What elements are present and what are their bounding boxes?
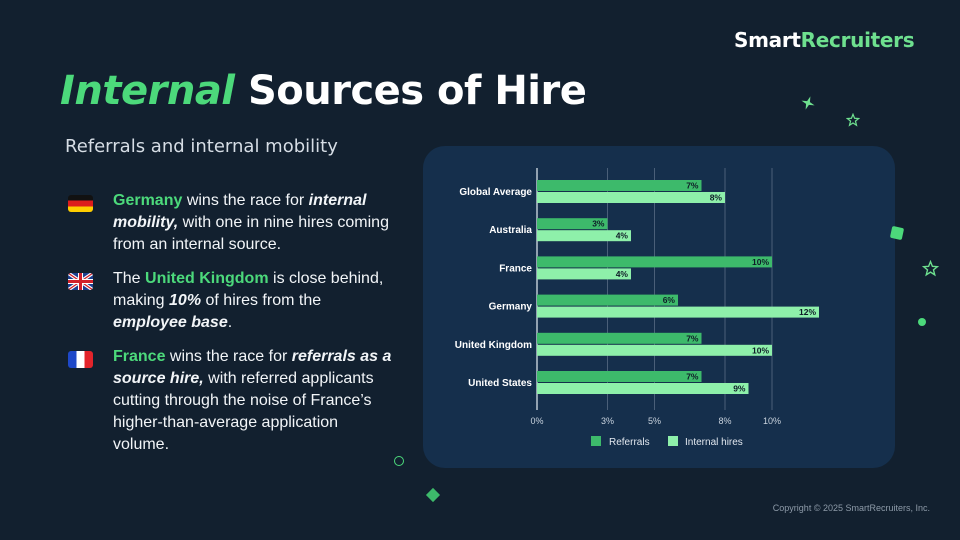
category-label: Global Average [459, 187, 532, 198]
germany-flag-icon [68, 195, 93, 212]
logo-smart-text: Smart [734, 28, 801, 52]
category-label: France [499, 263, 532, 274]
data-label: 10% [752, 345, 769, 355]
united-kingdom-flag-icon [68, 273, 93, 290]
data-label: 6% [663, 295, 676, 305]
data-label: 9% [733, 384, 746, 394]
insight-united-kingdom: The United Kingdom is close behind, maki… [64, 268, 394, 334]
insight-text: of hires from the [201, 292, 322, 309]
smartrecruiters-logo: SmartRecruiters [734, 28, 915, 52]
data-label: 3% [592, 219, 605, 229]
page-title: Internal Sources of Hire [60, 68, 587, 114]
square-shape-icon [889, 225, 905, 241]
dot-shape-icon [918, 318, 926, 326]
insight-highlight: Germany [113, 192, 183, 209]
sparkle-icon [801, 96, 815, 110]
referrals-bar [537, 218, 608, 230]
internal-hires-bar [537, 306, 819, 318]
insight-highlight: France [113, 348, 166, 365]
data-label: 4% [616, 269, 629, 279]
logo-recruiters-text: Recruiters [800, 28, 915, 52]
internal-hires-bar [537, 383, 749, 394]
category-label: Germany [489, 302, 533, 313]
insight-text: wins the race for [165, 348, 292, 365]
data-label: 10% [752, 257, 769, 267]
insight-france: France wins the race for referrals as a … [64, 346, 394, 456]
page-subtitle: Referrals and internal mobility [65, 136, 338, 157]
insight-highlight: United Kingdom [145, 270, 269, 287]
sources-of-hire-bar-chart: 0% 3% 5% 8% 10% Global Average 7% 8% Australia 3%… [455, 168, 819, 448]
insight-text: with one in nine hires coming from an in… [113, 214, 389, 253]
x-tick-label: 5% [648, 416, 661, 426]
insight-germany: Germany wins the race for internal mobil… [64, 190, 394, 256]
x-tick-label: 3% [601, 416, 614, 426]
x-tick-label: 0% [530, 416, 543, 426]
ring-shape-icon [394, 456, 404, 466]
title-rest: Sources of Hire [247, 68, 587, 114]
referrals-bar [537, 294, 678, 306]
internal-hires-bar [537, 192, 725, 203]
insight-text: with referred applicants cutting through… [113, 370, 374, 453]
copyright-notice: Copyright © 2025 SmartRecruiters, Inc. [772, 503, 930, 513]
chart-card: 0% 3% 5% 8% 10% Global Average 7% 8% Australia 3%… [423, 146, 895, 468]
title-accent: Internal [60, 68, 235, 114]
referrals-bar [537, 256, 772, 268]
data-label: 7% [686, 372, 699, 382]
data-label: 7% [686, 333, 699, 343]
internal-hires-bar [537, 268, 631, 280]
insight-text: The [113, 270, 146, 287]
referrals-bar [537, 332, 702, 344]
category-label: United States [468, 378, 532, 389]
referrals-bar [537, 371, 702, 382]
referrals-bar [537, 180, 702, 191]
france-flag-icon [68, 351, 93, 368]
star-outline-icon [922, 260, 939, 277]
internal-hires-bar [537, 230, 631, 242]
insight-text: is close behind, making [113, 270, 384, 309]
internal-hires-bar [537, 344, 772, 356]
star-outline-icon [846, 113, 860, 127]
insight-emphasis: referrals as a source hire, [113, 348, 392, 387]
data-label: 8% [710, 193, 723, 203]
data-label: 7% [686, 181, 699, 191]
x-tick-label: 8% [718, 416, 731, 426]
diamond-shape-icon [425, 487, 441, 503]
legend-internal-hires-label: Internal hires [685, 437, 743, 448]
x-tick-label: 10% [763, 416, 781, 426]
legend-internal-hires-swatch [668, 436, 678, 446]
data-label: 4% [616, 231, 629, 241]
insight-emphasis: 10% [169, 292, 202, 309]
insights-list: Germany wins the race for internal mobil… [64, 190, 394, 456]
insight-text: . [227, 314, 233, 331]
legend-referrals-label: Referrals [609, 437, 650, 448]
insight-text: wins the race for [182, 192, 309, 209]
legend-referrals-swatch [591, 436, 601, 446]
data-label: 12% [799, 307, 816, 317]
category-label: Australia [489, 225, 532, 236]
insight-emphasis: employee base [113, 314, 228, 331]
insight-emphasis: internal mobility, [113, 192, 367, 231]
category-label: United Kingdom [455, 340, 532, 351]
